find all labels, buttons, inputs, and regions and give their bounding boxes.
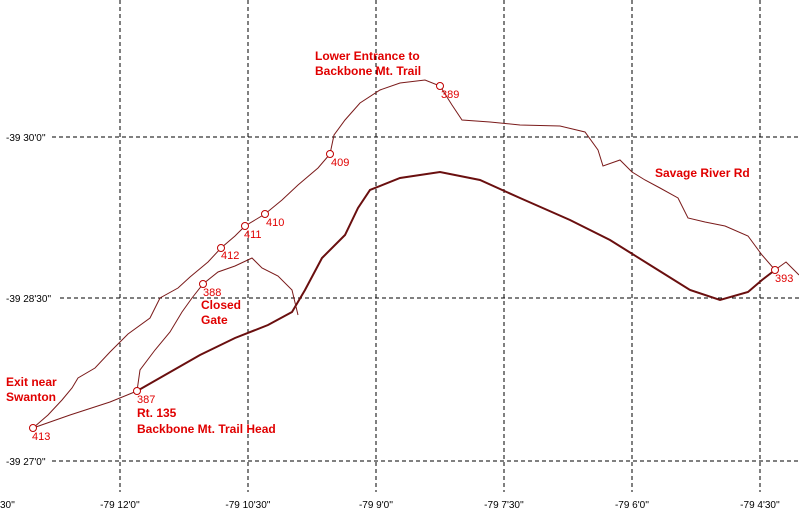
annotation: Backbone Mt. Trail <box>315 64 421 78</box>
waypoint-marker <box>771 266 779 274</box>
waypoint-marker <box>199 280 207 288</box>
waypoint-marker <box>133 387 141 395</box>
lon-label: -79 9'0'' <box>359 500 393 511</box>
annotation: Backbone Mt. Trail Head <box>137 422 276 436</box>
lon-label: -79 4'30'' <box>740 500 780 511</box>
waypoint-marker <box>241 222 249 230</box>
waypoint-label: 412 <box>221 250 239 262</box>
lon-label: -79 10'30'' <box>225 500 270 511</box>
annotation: Swanton <box>6 390 56 404</box>
lat-label: -39 27'0'' <box>6 457 46 468</box>
lat-label: -39 30'0'' <box>6 133 46 144</box>
waypoint-label: 410 <box>266 217 284 229</box>
waypoint-label: 393 <box>775 273 793 285</box>
lat-label: -39 28'30'' <box>6 294 51 305</box>
annotation: Lower Entrance to <box>315 49 420 63</box>
waypoint-label: 389 <box>441 89 459 101</box>
annotation: Exit near <box>6 375 57 389</box>
track <box>32 390 138 429</box>
waypoint-label: 409 <box>331 157 349 169</box>
annotation: Closed <box>201 298 241 312</box>
lon-label: -79 6'0'' <box>615 500 649 511</box>
waypoint-label: 413 <box>32 431 50 443</box>
waypoint-marker <box>326 150 334 158</box>
lon-label: 30'' <box>0 500 15 511</box>
track <box>136 257 299 392</box>
track <box>32 79 799 429</box>
waypoint-label: 388 <box>203 287 221 299</box>
coordinate-labels: 30'' -79 12'0'' -79 10'30'' -79 9'0'' -7… <box>0 133 780 511</box>
waypoint-label: 387 <box>137 394 155 406</box>
waypoint-marker <box>217 244 225 252</box>
grid <box>52 0 799 492</box>
waypoint-marker <box>436 82 444 90</box>
lon-label: -79 12'0'' <box>100 500 140 511</box>
road <box>136 170 776 392</box>
waypoints: 389 409 410 411 412 388 387 413 393 <box>29 82 793 443</box>
annotation: Savage River Rd <box>655 166 750 180</box>
waypoint-marker <box>261 210 269 218</box>
annotation: Gate <box>201 313 228 327</box>
waypoint-label: 411 <box>244 229 262 241</box>
waypoint-marker <box>29 424 37 432</box>
lon-label: -79 7'30'' <box>484 500 524 511</box>
annotation: Rt. 135 <box>137 406 177 420</box>
annotations: Lower Entrance to Backbone Mt. Trail Sav… <box>6 49 750 436</box>
tracks <box>32 79 799 429</box>
